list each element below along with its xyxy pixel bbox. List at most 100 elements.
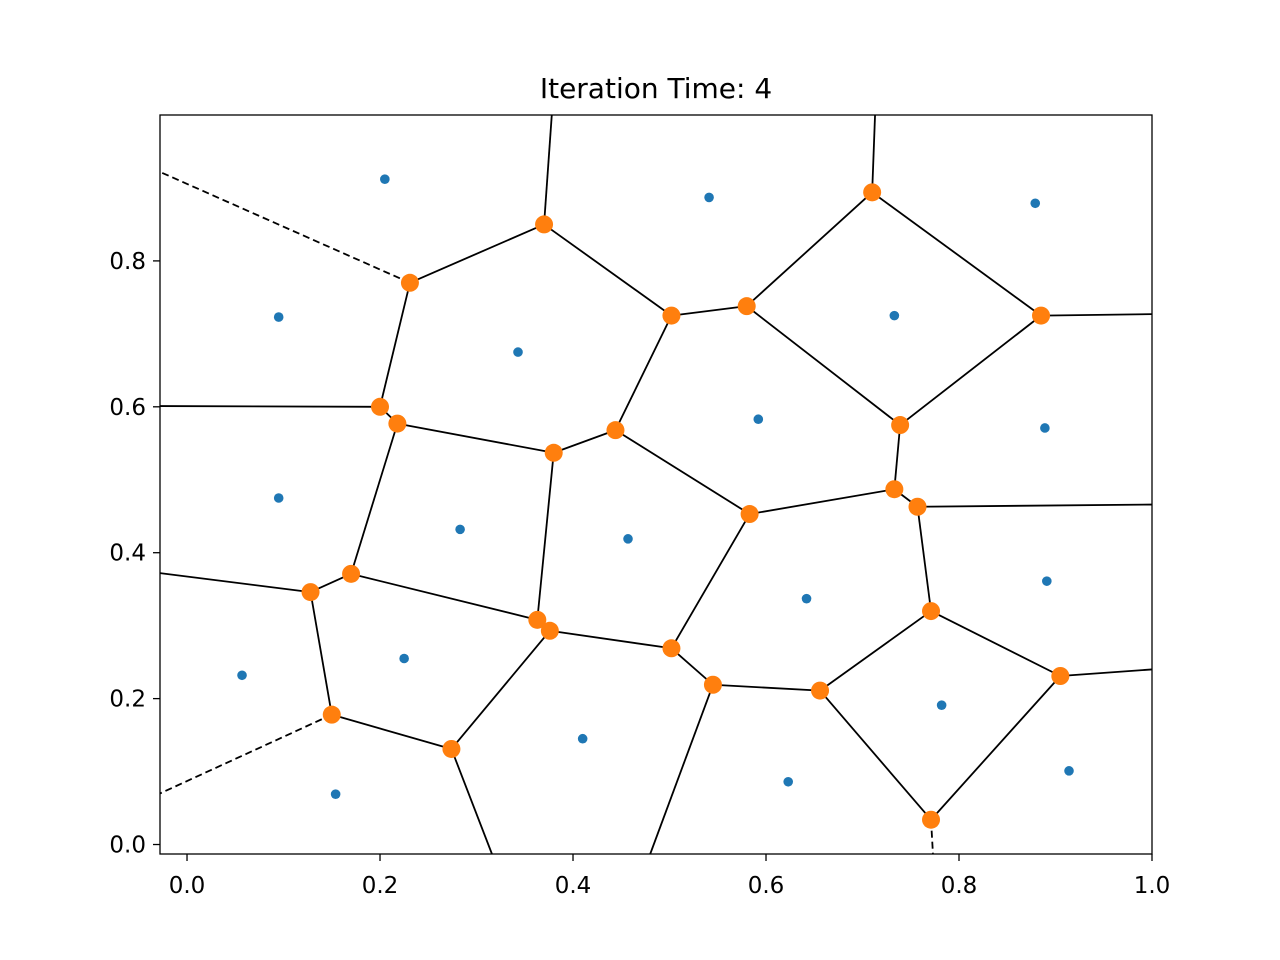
- voronoi-vertex-21: [703, 675, 722, 694]
- voronoi-edge-1: [543, 223, 672, 317]
- voronoi-ray-7: [450, 748, 493, 854]
- voronoi-vertex-25: [922, 810, 941, 829]
- voronoi-edge-6: [899, 314, 1042, 426]
- y-tick-label: 0.6: [109, 395, 146, 421]
- site-point-13: [237, 670, 247, 681]
- voronoi-ray-1: [871, 115, 876, 193]
- voronoi-dashed-ray-10: [160, 713, 333, 795]
- voronoi-edge-24: [930, 610, 1061, 677]
- voronoi-edge-32: [930, 675, 1061, 821]
- site-point-0: [380, 174, 390, 184]
- chart-title: Iteration Time: 4: [540, 72, 772, 105]
- vertices-layer: [301, 183, 1070, 829]
- voronoi-edge-28: [309, 591, 333, 715]
- voronoi-vertex-14: [301, 583, 320, 602]
- site-point-12: [1042, 576, 1052, 586]
- site-point-16: [330, 789, 341, 799]
- y-tick-label: 0.2: [109, 687, 146, 713]
- voronoi-vertex-1: [535, 215, 554, 234]
- x-tick-label: 0.6: [748, 873, 785, 899]
- voronoi-edge-21: [549, 629, 672, 650]
- site-point-17: [577, 733, 588, 744]
- voronoi-edge-9: [397, 422, 554, 454]
- y-tick-label: 0.8: [109, 249, 146, 275]
- site-point-2: [1030, 198, 1041, 209]
- site-point-1: [704, 192, 714, 203]
- site-point-4: [513, 347, 523, 357]
- voronoi-vertex-5: [1032, 306, 1051, 325]
- voronoi-vertex-7: [388, 414, 407, 433]
- y-tick-label: 0.0: [109, 833, 146, 859]
- voronoi-vertex-10: [891, 416, 910, 435]
- site-point-14: [399, 653, 409, 664]
- site-point-19: [1064, 766, 1074, 776]
- voronoi-edge-18: [350, 572, 538, 621]
- voronoi-edge-5: [746, 305, 901, 426]
- voronoi-ray-2: [1041, 313, 1152, 317]
- voronoi-ray-5: [160, 572, 311, 593]
- voronoi-vertex-18: [662, 639, 681, 658]
- edges-layer: [160, 115, 1152, 854]
- site-point-18: [783, 776, 794, 787]
- voronoi-vertex-2: [863, 183, 882, 202]
- site-point-10: [623, 534, 633, 544]
- voronoi-edge-12: [614, 429, 751, 515]
- voronoi-edge-0: [409, 223, 545, 284]
- x-tick-label: 0.8: [941, 873, 978, 899]
- voronoi-vertex-20: [1051, 666, 1070, 685]
- site-point-15: [936, 700, 947, 710]
- y-tick-label: 0.4: [109, 541, 146, 567]
- voronoi-edge-3: [746, 191, 873, 307]
- voronoi-vertex-13: [740, 505, 759, 524]
- x-tick-label: 1.0: [1134, 873, 1171, 899]
- voronoi-edge-10: [553, 429, 616, 454]
- voronoi-edge-4: [871, 191, 1042, 317]
- voronoi-ray-3: [160, 405, 381, 408]
- voronoi-vertex-22: [811, 681, 830, 700]
- site-point-6: [753, 414, 764, 425]
- x-axis: 0.0 0.2 0.4 0.6 0.8 1.0: [169, 854, 1171, 899]
- voronoi-edge-22: [670, 513, 751, 649]
- voronoi-vertex-4: [737, 297, 756, 316]
- voronoi-edge-14: [893, 424, 902, 490]
- voronoi-vertex-23: [322, 705, 341, 724]
- site-point-8: [273, 493, 284, 503]
- voronoi-ray-8: [649, 684, 714, 854]
- voronoi-edge-16: [350, 423, 399, 575]
- voronoi-vertex-16: [528, 610, 547, 629]
- site-point-11: [801, 593, 812, 604]
- voronoi-ray-0: [543, 115, 553, 225]
- voronoi-edge-13: [749, 488, 895, 515]
- voronoi-vertex-15: [342, 564, 361, 583]
- voronoi-edge-30: [450, 630, 551, 750]
- voronoi-vertex-24: [442, 739, 461, 758]
- axes-background: [160, 115, 1152, 854]
- site-point-3: [273, 312, 284, 322]
- voronoi-vertex-3: [662, 306, 681, 325]
- voronoi-ray-4: [917, 503, 1152, 508]
- sites-layer: [237, 174, 1074, 799]
- voronoi-edge-27: [670, 647, 714, 686]
- x-tick-label: 0.2: [362, 873, 399, 899]
- voronoi-edge-26: [712, 683, 821, 692]
- voronoi-edge-31: [819, 690, 932, 821]
- voronoi-ray-6: [1060, 668, 1152, 677]
- voronoi-vertex-9: [544, 443, 563, 462]
- x-tick-label: 0.4: [555, 873, 592, 899]
- voronoi-vertex-17: [540, 621, 559, 640]
- x-tick-label: 0.0: [169, 873, 206, 899]
- voronoi-vertex-8: [606, 421, 625, 440]
- axes-frame: [159, 114, 1153, 855]
- site-point-5: [889, 310, 900, 321]
- y-axis: 0.0 0.2 0.4 0.6 0.8: [109, 249, 160, 859]
- voronoi-edge-29: [331, 713, 452, 750]
- voronoi-edge-23: [916, 506, 932, 612]
- voronoi-vertex-0: [400, 273, 419, 292]
- voronoi-edge-2: [671, 305, 747, 317]
- voronoi-vertex-11: [885, 480, 904, 499]
- site-point-7: [1040, 423, 1050, 433]
- site-point-9: [455, 524, 465, 535]
- voronoi-vertex-19: [922, 602, 941, 621]
- voronoi-vertex-6: [371, 397, 390, 416]
